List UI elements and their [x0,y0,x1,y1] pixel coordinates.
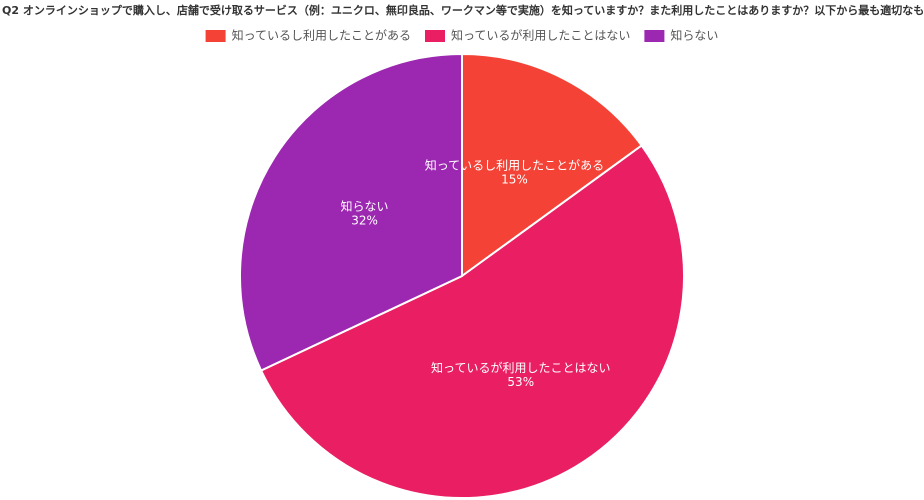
slice-value: 32% [351,214,378,228]
legend-swatch [644,30,665,42]
legend-swatch [424,30,445,42]
pie-slice [239,52,463,372]
slice-label: 知っているし利用したことがある [425,158,604,173]
legend-item: 知っているし利用したことがある [205,28,411,43]
legend-item: 知らない [644,29,718,43]
legend-swatch [205,30,226,42]
legend-text: 知っているし利用したことがある [232,28,411,43]
legend: 知っているし利用したことがある 知っているが利用したことはない 知らない [205,28,718,43]
slice-value: 15% [501,173,528,187]
slice-value: 53% [507,375,534,389]
chart-title: Q2 オンラインショップで購入し、店舗で受け取るサービス（例：ユニクロ、無印良品… [2,3,924,17]
pie-slice [461,52,643,278]
slice-label: 知らない [341,200,389,214]
pie-slice [259,144,685,499]
slice-label: 知っているが利用したことはない [431,360,610,375]
legend-text: 知っているが利用したことはない [451,28,630,43]
pie [239,52,685,499]
legend-item: 知っているが利用したことはない [424,28,630,43]
legend-text: 知らない [670,29,718,43]
